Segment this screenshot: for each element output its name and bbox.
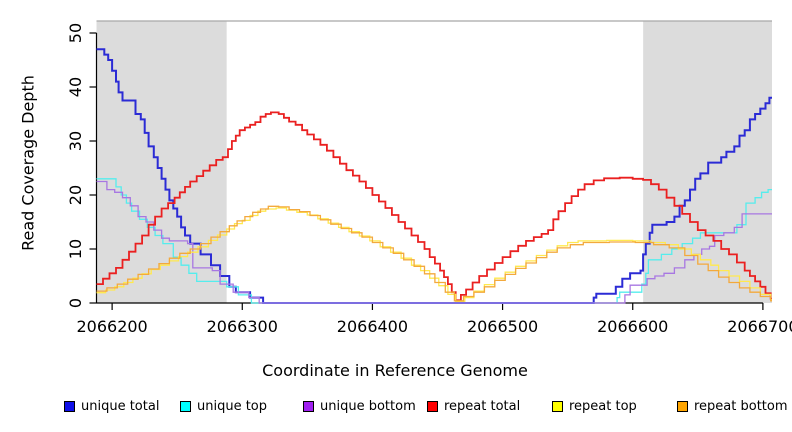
y-tick-label: 50 bbox=[66, 22, 85, 44]
y-tick-label: 20 bbox=[66, 184, 85, 206]
x-tick-label: 2066300 bbox=[206, 317, 278, 336]
series-line-unique-bottom bbox=[96, 180, 772, 304]
x-tick-label: 2066600 bbox=[597, 317, 669, 336]
series-line-unique-total bbox=[96, 48, 772, 304]
x-axis-title: Coordinate in Reference Genome bbox=[262, 361, 528, 380]
y-tick-label: 0 bbox=[66, 297, 85, 309]
series-line-repeat-total bbox=[96, 111, 772, 302]
x-tick-label: 2066400 bbox=[336, 317, 409, 336]
series-group bbox=[96, 48, 772, 304]
y-tick-label: 30 bbox=[66, 130, 85, 152]
x-tick-label: 2066200 bbox=[76, 317, 148, 336]
x-tick-label: 2066500 bbox=[466, 317, 539, 336]
y-axis-title: Read Coverage Depth bbox=[18, 75, 38, 251]
shaded-region-left-unique-flank bbox=[96, 21, 227, 303]
series-line-repeat-bottom bbox=[96, 205, 772, 302]
y-tick-label: 10 bbox=[66, 238, 85, 260]
x-axis-title-wrap: Coordinate in Reference Genome bbox=[0, 361, 792, 380]
x-tick-label: 2066700 bbox=[727, 317, 792, 336]
y-tick-label: 40 bbox=[66, 76, 85, 98]
